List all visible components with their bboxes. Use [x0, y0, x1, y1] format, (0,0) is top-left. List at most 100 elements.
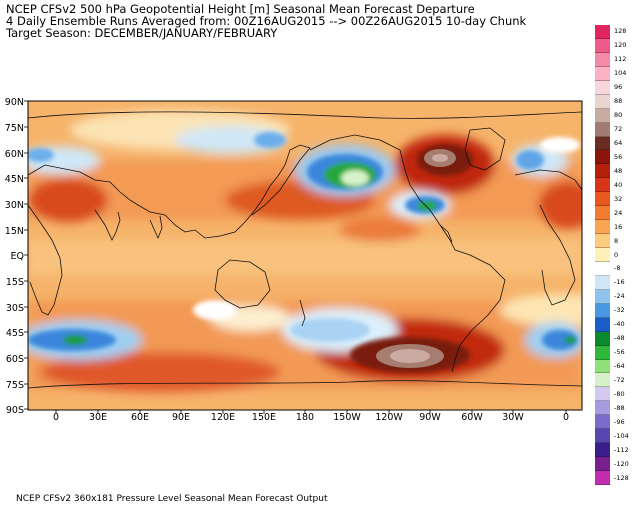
colorbar-label: -72	[614, 375, 625, 384]
colorbar-label: -120	[614, 459, 629, 468]
colorbar-swatch	[595, 178, 610, 193]
coastlines	[28, 111, 582, 389]
colorbar-swatch	[595, 303, 610, 318]
colorbar-swatch	[595, 331, 610, 346]
colorbar-label: -80	[614, 389, 625, 398]
colorbar-label: 24	[614, 208, 623, 217]
colorbar-label: -56	[614, 348, 625, 357]
map-field	[28, 101, 582, 410]
colorbar-label: -40	[614, 320, 625, 329]
colorbar-swatch	[595, 471, 610, 485]
colorbar-swatch	[595, 359, 610, 374]
lat-label: 90S	[6, 405, 24, 416]
colorbar-label: -32	[614, 306, 625, 315]
lat-label: EQ	[11, 251, 24, 262]
colorbar-swatch	[595, 415, 610, 430]
colorbar-label: 128	[614, 27, 627, 36]
lat-label: 30S	[6, 303, 24, 314]
lat-label: 90N	[5, 97, 24, 108]
colorbar-swatch	[595, 150, 610, 165]
colorbar-label: 72	[614, 125, 623, 134]
colorbar-swatch	[595, 443, 610, 458]
colorbar-label: 16	[614, 222, 623, 231]
lat-axis: 90N 75N 60N 45N 30N 15N EQ 15S 30S 45S 6…	[5, 97, 24, 416]
colorbar-label: -104	[614, 431, 629, 440]
colorbar-swatch	[595, 289, 610, 304]
colorbar-label: 80	[614, 111, 623, 120]
lat-label: 75S	[6, 380, 24, 391]
colorbar-swatch	[595, 108, 610, 123]
footer-caption: NCEP CFSv2 360x181 Pressure Level Season…	[16, 494, 328, 504]
colorbar-swatch	[595, 206, 610, 221]
colorbar-label: -16	[614, 278, 625, 287]
lat-label: 15N	[5, 226, 24, 237]
colorbar-label: 0	[614, 250, 619, 259]
colorbar-swatch	[595, 94, 610, 109]
colorbar-swatch	[595, 373, 610, 388]
colorbar-label: 112	[614, 55, 627, 64]
lat-label: 60N	[5, 149, 24, 160]
colorbar-label: 120	[614, 41, 627, 50]
colorbar-label: 104	[614, 69, 627, 78]
lon-label: 120W	[375, 412, 403, 420]
lon-label: 60W	[461, 412, 483, 420]
colorbar-swatch	[595, 317, 610, 332]
colorbar-swatch	[595, 192, 610, 207]
colorbar-swatch	[595, 401, 610, 416]
colorbar-label: -112	[614, 445, 629, 454]
colorbar-swatch	[595, 275, 610, 290]
lon-label: 0	[563, 412, 569, 420]
colorbar-label: 88	[614, 97, 623, 106]
colorbar-label: 56	[614, 152, 623, 161]
colorbar-swatch	[595, 80, 610, 95]
colorbar-swatch	[595, 220, 610, 235]
colorbar-label: 48	[614, 166, 623, 175]
map-title: NCEP CFSv2 500 hPa Geopotential Height […	[6, 3, 526, 39]
colorbar-swatch	[595, 387, 610, 402]
colorbar-swatch	[595, 234, 610, 249]
lon-label: 150E	[252, 412, 276, 420]
lon-label: 120E	[211, 412, 235, 420]
colorbar-label: 64	[614, 138, 623, 147]
colorbar-swatch	[595, 25, 610, 39]
colorbar-swatch	[595, 66, 610, 81]
lat-label: 15S	[6, 277, 24, 288]
lat-label: 75N	[5, 123, 24, 134]
colorbar-swatch	[595, 248, 610, 262]
colorbar-swatch	[595, 38, 610, 53]
anomaly-map: 90N 75N 60N 45N 30N 15N EQ 15S 30S 45S 6…	[5, 97, 583, 420]
title-line-3: Target Season: DECEMBER/JANUARY/FEBRUARY	[6, 26, 278, 40]
colorbar-label: -64	[614, 362, 625, 370]
colorbar-swatch	[595, 345, 610, 360]
lon-label: 150W	[333, 412, 361, 420]
colorbar-swatch	[595, 136, 610, 151]
colorbar-label: 96	[614, 83, 623, 92]
lon-label: 30E	[89, 412, 107, 420]
colorbar-swatch	[595, 457, 610, 472]
lat-label: 45S	[6, 328, 24, 339]
colorbar-label: -24	[614, 292, 625, 301]
colorbar-label: -96	[614, 417, 625, 426]
lon-axis: 0 30E 60E 90E 120E 150E 180 150W 120W 90…	[53, 412, 569, 420]
title-line-2: 4 Daily Ensemble Runs Averaged from: 00Z…	[6, 14, 527, 28]
lon-label: 180	[296, 412, 314, 420]
axis-ticks	[24, 100, 567, 414]
colorbar-label: -8	[614, 264, 621, 273]
colorbar-swatch	[595, 261, 610, 276]
title-line-1: NCEP CFSv2 500 hPa Geopotential Height […	[6, 2, 475, 16]
lon-label: 0	[53, 412, 59, 420]
colorbar-label: 32	[614, 194, 623, 203]
colorbar-swatch	[595, 52, 610, 67]
colorbar-label: -88	[614, 403, 625, 412]
lat-label: 60S	[6, 354, 24, 365]
colorbar-label: 40	[614, 180, 623, 189]
colorbar-label: -128	[614, 473, 629, 482]
colorbar-label: 8	[614, 236, 619, 245]
lon-label: 60E	[131, 412, 149, 420]
colorbar-swatch	[595, 429, 610, 444]
colorbar-label: -48	[614, 334, 625, 343]
lon-label: 90E	[172, 412, 190, 420]
colorbar-legend: 128 120 112 104 96 88 80 72 64 56 48 40 32 24 16 8 0 -8 -1…	[593, 25, 639, 485]
lon-label: 30W	[502, 412, 524, 420]
colorbar-swatch	[595, 164, 610, 179]
